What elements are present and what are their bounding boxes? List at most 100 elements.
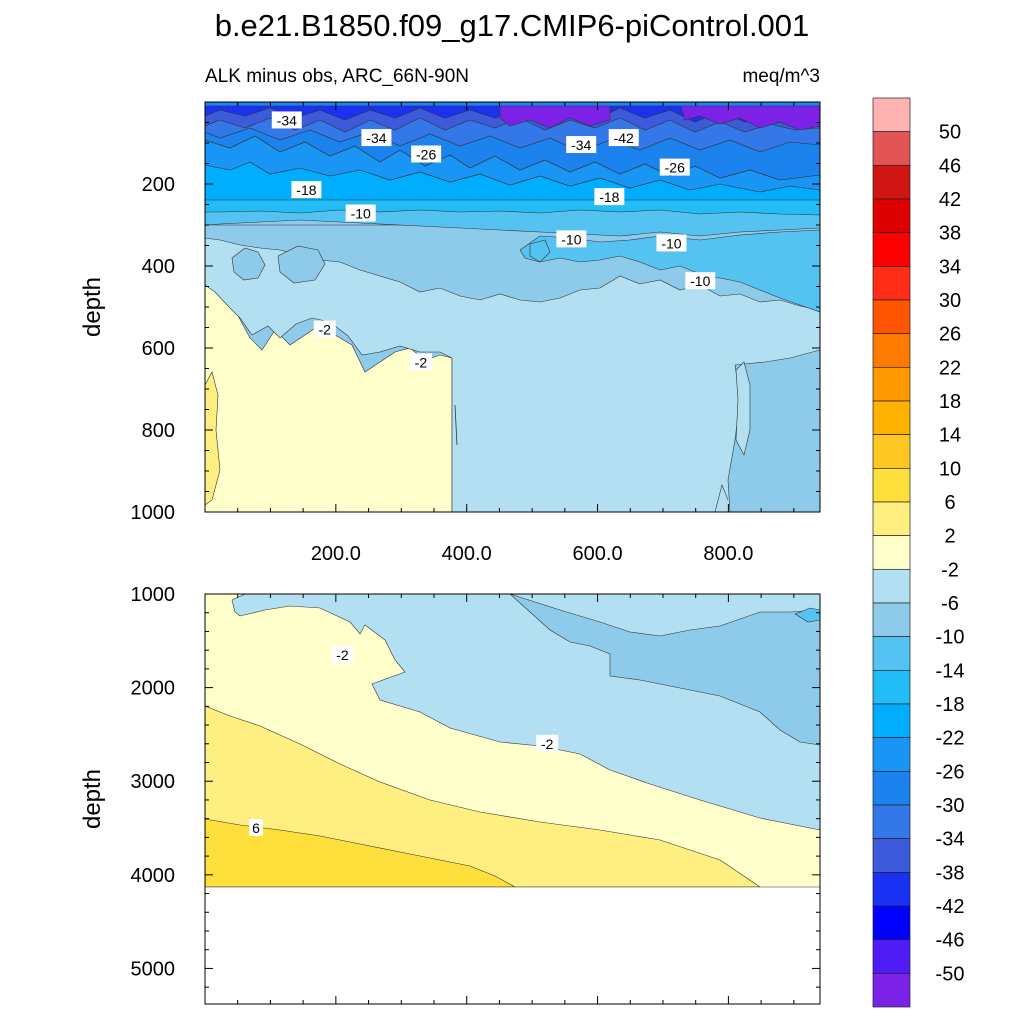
- x-tick-label: 800.0: [703, 543, 753, 565]
- contour-label-box: [556, 230, 587, 248]
- contour-label-box: [656, 234, 687, 252]
- y-axis-label: depth: [79, 277, 106, 337]
- contour-label-box: [411, 145, 442, 163]
- colorbar-swatch: [872, 131, 911, 166]
- contour-label-box: [313, 320, 336, 338]
- contour-label: -18: [296, 182, 316, 198]
- colorbar-label: -42: [936, 896, 965, 918]
- colorbar-swatch: [872, 737, 911, 772]
- chart-subtitle: ALK minus obs, ARC_66N-90N: [205, 66, 469, 87]
- colorbar-swatch: [872, 770, 911, 806]
- colorbar-swatch: [872, 804, 911, 840]
- colorbar-swatch: [872, 366, 911, 402]
- contour-label-box: [361, 129, 392, 147]
- contour-label: -2: [319, 322, 332, 338]
- contour-label-box: [536, 734, 559, 752]
- colorbar-swatch: [872, 198, 911, 234]
- colorbar-swatch: [872, 434, 911, 469]
- contour-label: -10: [661, 235, 681, 251]
- colorbar-swatch: [872, 164, 911, 200]
- contour-label-box: [291, 181, 322, 199]
- upper-contour-labels: -34 -34 -26 -34 -42 -26 -18 -18 -10 -10 -10 -10 -2 -2: [271, 111, 716, 371]
- contour-label-box: [271, 111, 302, 129]
- colorbar-label: -14: [936, 660, 965, 682]
- colorbar-swatch: [872, 669, 911, 705]
- colorbar-label: 6: [944, 492, 955, 514]
- y-tick-label: 400: [142, 256, 175, 278]
- colorbar-swatch: [872, 265, 911, 301]
- x-tick-label: 200.0: [311, 543, 361, 565]
- lower-contour-labels: -2 -2 6: [249, 645, 559, 837]
- contour-label: -2: [541, 736, 554, 752]
- colorbar-swatch: [872, 871, 911, 907]
- contour-label: -34: [571, 137, 591, 153]
- colorbar-label: 50: [939, 122, 961, 144]
- x-tick-label: 400.0: [442, 543, 492, 565]
- colorbar-swatch: [872, 703, 911, 739]
- colorbar-label: 22: [939, 357, 961, 379]
- colorbar-label: -2: [941, 559, 959, 581]
- contour-label-box: [345, 204, 376, 222]
- chart-title: b.e21.B1850.f09_g17.CMIP6-piControl.001: [215, 8, 810, 43]
- colorbar-label: -46: [936, 930, 965, 952]
- colorbar-swatch: [872, 972, 911, 1008]
- colorbar-label: -34: [936, 829, 965, 851]
- colorbar-label: 42: [939, 189, 961, 211]
- colorbar-label: 26: [939, 324, 961, 346]
- colorbar-label: -38: [936, 862, 965, 884]
- colorbar-label: -10: [936, 627, 965, 649]
- contour-label: -10: [351, 206, 371, 222]
- colorbar-label: 14: [939, 425, 961, 447]
- lower-axes: 1000 2000 3000 4000 5000 depth: [79, 584, 820, 1004]
- colorbar-swatch: [872, 501, 911, 537]
- colorbar-label: 34: [939, 256, 961, 278]
- contour-label: -34: [277, 112, 297, 128]
- colorbar-label: -50: [936, 963, 965, 985]
- lower-plot-frame: [204, 593, 821, 1005]
- colorbar: 50 46 42 38 34 30 26 22 18 14 10 6 2 -2 -6 -10 -14 -18 -22…: [872, 97, 965, 1008]
- y-tick-label: 4000: [131, 865, 176, 887]
- colorbar-swatch: [872, 299, 911, 335]
- contour-label: 6: [252, 820, 260, 836]
- contour-label-box: [409, 353, 432, 371]
- upper-contour-fill: [205, 102, 820, 512]
- colorbar-label: 2: [944, 526, 955, 548]
- colorbar-swatch: [872, 838, 911, 873]
- y-tick-label: 200: [142, 174, 175, 196]
- colorbar-label: 46: [939, 155, 961, 177]
- y-tick-label: 1000: [131, 502, 176, 524]
- contour-label-box: [685, 272, 716, 290]
- contour-label-box: [659, 158, 690, 176]
- colorbar-label: -6: [941, 593, 959, 615]
- colorbar-label: -30: [936, 795, 965, 817]
- contour-label: -26: [665, 160, 685, 176]
- colorbar-label: -18: [936, 694, 965, 716]
- contour-label-box: [331, 645, 354, 663]
- lower-panel: 1000 2000 3000 4000 5000 depth -2 -2 6: [79, 584, 821, 1005]
- units-label: meq/m^3: [742, 66, 820, 87]
- colorbar-swatch: [872, 467, 911, 503]
- colorbar-swatch: [872, 400, 911, 436]
- contour-label: -10: [690, 273, 710, 289]
- colorbar-swatch: [872, 97, 911, 133]
- contour-label-box: [594, 188, 625, 206]
- colorbar-swatch: [872, 232, 911, 267]
- y-tick-label: 600: [142, 338, 175, 360]
- colorbar-swatch: [872, 333, 911, 368]
- contour-label: -2: [415, 354, 428, 370]
- colorbar-swatch: [872, 535, 911, 570]
- colorbar-label: 10: [939, 458, 961, 480]
- contour-label-box: [566, 136, 597, 154]
- y-tick-label: 800: [142, 420, 175, 442]
- colorbar-swatch: [872, 905, 911, 941]
- colorbar-label: 30: [939, 290, 961, 312]
- colorbar-swatch: [872, 568, 911, 604]
- contour-label-box: [608, 129, 639, 147]
- y-tick-label: 5000: [131, 958, 176, 980]
- contour-label: -34: [366, 130, 386, 146]
- y-axis-label: depth: [79, 769, 106, 829]
- colorbar-label: -22: [936, 728, 965, 750]
- colorbar-label: -26: [936, 761, 965, 783]
- colorbar-label: 18: [939, 391, 961, 413]
